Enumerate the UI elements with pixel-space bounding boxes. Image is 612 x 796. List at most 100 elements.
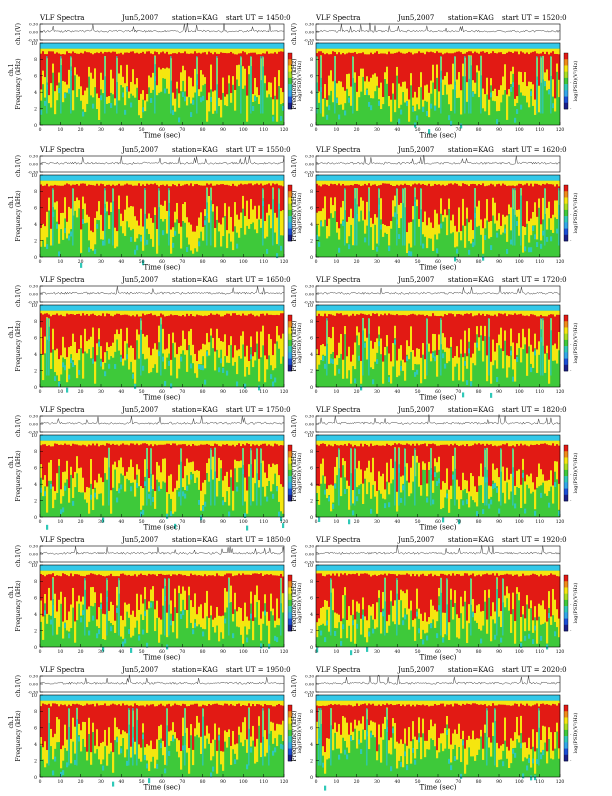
spec-col-high: [452, 314, 454, 358]
spec-col-high: [432, 576, 434, 605]
spec-col-mid: [56, 717, 58, 742]
spec-col-mid: [188, 76, 190, 97]
spec-col-top: [428, 311, 430, 317]
spec-col-mid: [110, 203, 112, 212]
spec-col-top: [476, 311, 478, 316]
spec-col-high: [48, 51, 50, 95]
spec-col-high: [458, 446, 460, 486]
y-tick-label: 10: [31, 41, 37, 47]
spec-col-high: [344, 444, 346, 461]
y-tick-label: 10: [31, 303, 37, 309]
spec-col-top: [198, 571, 200, 576]
spec-col-mid: [518, 72, 520, 85]
spec-col-high: [490, 184, 492, 221]
spec-col-low: [530, 247, 532, 252]
upper-band: [316, 565, 560, 571]
spec-col-top: [162, 441, 164, 446]
spec-trough: [468, 56, 470, 113]
spec-col-high: [484, 316, 486, 326]
spec-col-mid: [250, 199, 252, 224]
spec-col-top: [528, 441, 530, 447]
spec-col-high: [74, 53, 76, 67]
spec-col-high: [266, 184, 268, 213]
spec-col-high: [234, 313, 236, 345]
spec-col-mid: [376, 491, 378, 514]
spec-col-high: [526, 183, 528, 201]
spec-col-low: [512, 377, 514, 382]
spec-col-high: [198, 315, 200, 350]
spec-col-high: [154, 444, 156, 491]
spec-col-top: [178, 311, 180, 317]
spec-col-mid: [106, 97, 108, 104]
spec-col-high: [202, 53, 204, 75]
spec-col-top: [370, 49, 372, 53]
spec-col-mid: [240, 336, 242, 359]
spec-col-mid: [132, 69, 134, 95]
spec-col-top: [440, 49, 442, 53]
spec-col-mid: [374, 619, 376, 629]
colorbar-step: [564, 59, 568, 66]
spec-col-mid: [524, 481, 526, 503]
spec-col-mid: [334, 197, 336, 211]
spec-col-high: [462, 54, 464, 64]
spec-col-high: [80, 316, 82, 335]
spec-col-mid: [344, 326, 346, 334]
spec-col-low: [64, 93, 66, 98]
spec-col-low: [516, 109, 518, 114]
spec-col-mid: [526, 353, 528, 375]
spec-col-mid: [96, 94, 98, 110]
spec-col-top: [532, 49, 534, 53]
spec-col-top: [544, 181, 546, 185]
spec-col-top: [462, 311, 464, 316]
spec-col-mid: [358, 76, 360, 97]
spec-col-high: [70, 573, 72, 604]
spec-col-high: [204, 316, 206, 345]
spec-col-mid: [278, 618, 280, 625]
spec-col-low: [40, 488, 42, 493]
spec-col-top: [138, 441, 140, 446]
spec-col-mid: [62, 472, 64, 496]
trace-ylabel: ch.1(V): [15, 415, 22, 437]
spec-col-high: [454, 316, 456, 356]
spec-col-mid: [512, 67, 514, 74]
trace-ylabel: ch.1(V): [15, 675, 22, 697]
panel-start-ut: 1850:0: [266, 536, 291, 544]
spec-col-high: [256, 54, 258, 87]
spec-col-high: [182, 185, 184, 204]
panel-start-label: start UT =: [226, 14, 264, 22]
spec-col-top: [330, 49, 332, 55]
spec-col-top: [216, 181, 218, 185]
spec-col-mid: [482, 477, 484, 503]
spec-col-high: [90, 445, 92, 459]
spec-col-high: [510, 446, 512, 474]
spec-col-mid: [436, 213, 438, 239]
spec-col-high: [192, 316, 194, 345]
spec-col-high: [476, 444, 478, 492]
spec-col-mid: [364, 220, 366, 234]
spec-col-low: [72, 362, 74, 367]
x-tick-label: 120: [556, 649, 565, 655]
spec-col-low: [442, 638, 444, 643]
spec-col-high: [222, 184, 224, 217]
x-tick-label: 20: [78, 649, 84, 655]
spec-col-high: [220, 446, 222, 460]
spec-col-low: [266, 497, 268, 502]
spec-col-mid: [118, 73, 120, 100]
spec-col-high: [364, 444, 366, 471]
spec-col-mid: [262, 326, 264, 346]
spec-col-high: [514, 313, 516, 359]
spec-col-top: [442, 181, 444, 185]
spec-col-high: [182, 53, 184, 66]
spec-col-top: [326, 311, 328, 317]
spec-col-top: [272, 311, 274, 316]
spec-col-mid: [180, 346, 182, 354]
spec-col-top: [556, 49, 558, 55]
spec-col-mid: [420, 72, 422, 87]
spec-col-low: [98, 342, 100, 347]
spec-col-mid: [362, 597, 364, 609]
spec-col-high: [418, 445, 420, 463]
spec-col-high: [78, 445, 80, 468]
spec-col-top: [86, 441, 88, 447]
panel-date: Jun5,2007: [121, 666, 158, 674]
spec-col-high: [370, 576, 372, 606]
